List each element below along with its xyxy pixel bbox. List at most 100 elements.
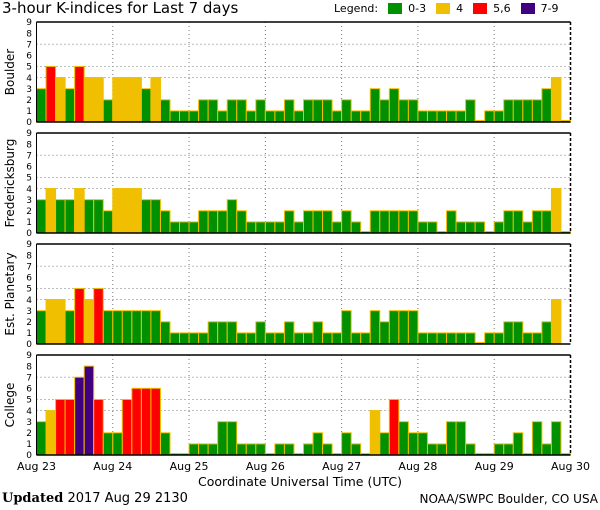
legend-item: 4 [456,2,464,15]
y-tick-label: 7 [26,151,32,161]
legend-label: Legend: [334,2,379,15]
bar [64,310,76,345]
y-tick-label: 4 [26,407,32,417]
bar [245,332,257,345]
bar [493,332,505,345]
bar [159,99,171,123]
bar [274,332,285,345]
bar [102,310,114,345]
bar [446,210,457,234]
x-tick-label: Aug 29 [475,460,514,473]
y-tick-label: 8 [26,362,32,372]
bar [341,210,352,234]
bar [541,88,552,123]
bar [388,210,400,234]
legend-swatch-purple [520,3,535,14]
y-tick-label: 7 [26,262,32,272]
bar [169,221,181,234]
bar [74,188,85,234]
bar [465,332,476,345]
bar [179,332,190,345]
source-credit: NOAA/SWPC Boulder, CO USA [419,492,598,506]
bar [436,443,448,456]
y-tick-label: 8 [26,29,32,39]
bar [446,332,457,345]
bar [465,221,476,234]
bar [45,188,57,234]
bar [503,443,514,456]
bar [198,210,209,234]
panel-label: Fredericksburg [3,139,17,228]
bar [140,387,152,456]
bar [322,99,333,123]
bar [255,321,266,345]
x-tick-label: Aug 24 [93,460,132,473]
bar [398,421,409,456]
bar [550,421,562,456]
bar [169,332,181,345]
bar [45,410,57,456]
bar [522,332,533,345]
bar [446,421,457,456]
bar [407,99,419,123]
y-tick-label: 1 [26,218,32,228]
bar [140,310,152,345]
bar [112,432,123,456]
bar [188,221,200,234]
bar [264,332,276,345]
bar [465,443,476,456]
y-tick-label: 2 [26,207,32,217]
bar [455,221,467,234]
bar [207,210,219,234]
bar [350,332,362,345]
bar [226,199,238,234]
bar [121,310,133,345]
bar [493,110,505,123]
y-tick-label: 5 [26,174,32,184]
bar [331,110,343,123]
bar [512,99,524,123]
legend-swatch-green [388,3,403,14]
bar [188,332,200,345]
chart-title: 3-hour K-indices for Last 7 days [2,0,239,17]
bar [436,110,448,123]
bar [283,210,295,234]
bar [369,310,381,345]
bar [236,332,247,345]
y-tick-label: 9 [26,129,32,139]
bar [512,432,524,456]
bar [102,432,114,456]
y-tick-label: 4 [26,296,32,306]
bar [360,110,371,123]
y-tick-label: 1 [26,329,32,339]
bar [303,99,314,123]
bar [45,65,57,123]
y-tick-label: 9 [26,351,32,361]
bar [93,398,104,456]
bar [341,432,352,456]
bar [236,210,247,234]
bar [541,210,552,234]
bar [455,110,467,123]
bar [436,332,448,345]
y-tick-label: 9 [26,18,32,28]
bar [550,77,562,123]
bar [350,221,362,234]
bar [207,99,219,123]
bar [93,199,104,234]
bar [407,210,419,234]
bar [417,221,428,234]
bar [503,210,514,234]
bar [217,321,228,345]
y-tick-label: 6 [26,52,32,62]
bar [159,210,171,234]
bar [236,99,247,123]
bar [245,110,257,123]
bar [140,88,152,123]
bar [150,77,161,123]
bar [446,110,457,123]
bar [169,110,181,123]
bar [331,332,343,345]
